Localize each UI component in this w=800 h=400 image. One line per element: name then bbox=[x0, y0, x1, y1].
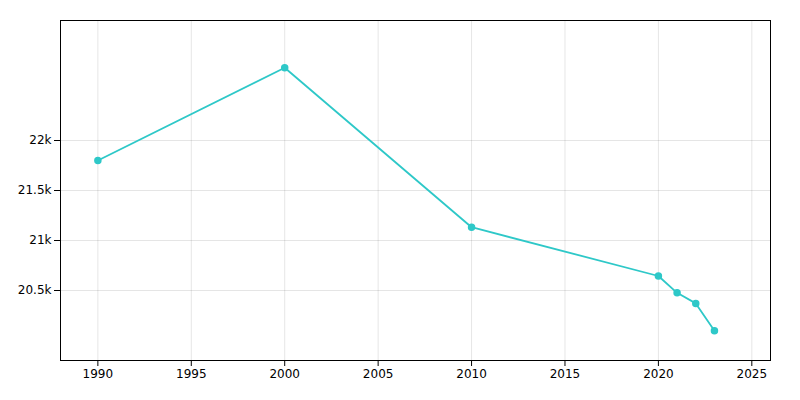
svg-text:2005: 2005 bbox=[363, 367, 394, 381]
svg-text:22k: 22k bbox=[29, 133, 51, 147]
svg-text:1995: 1995 bbox=[176, 367, 207, 381]
svg-text:2000: 2000 bbox=[269, 367, 300, 381]
svg-text:1990: 1990 bbox=[83, 367, 114, 381]
svg-text:2020: 2020 bbox=[643, 367, 674, 381]
svg-text:21k: 21k bbox=[29, 233, 51, 247]
svg-text:20.5k: 20.5k bbox=[18, 283, 52, 297]
svg-text:2025: 2025 bbox=[737, 367, 768, 381]
svg-text:2015: 2015 bbox=[550, 367, 581, 381]
svg-text:21.5k: 21.5k bbox=[18, 183, 52, 197]
svg-text:2010: 2010 bbox=[456, 367, 487, 381]
